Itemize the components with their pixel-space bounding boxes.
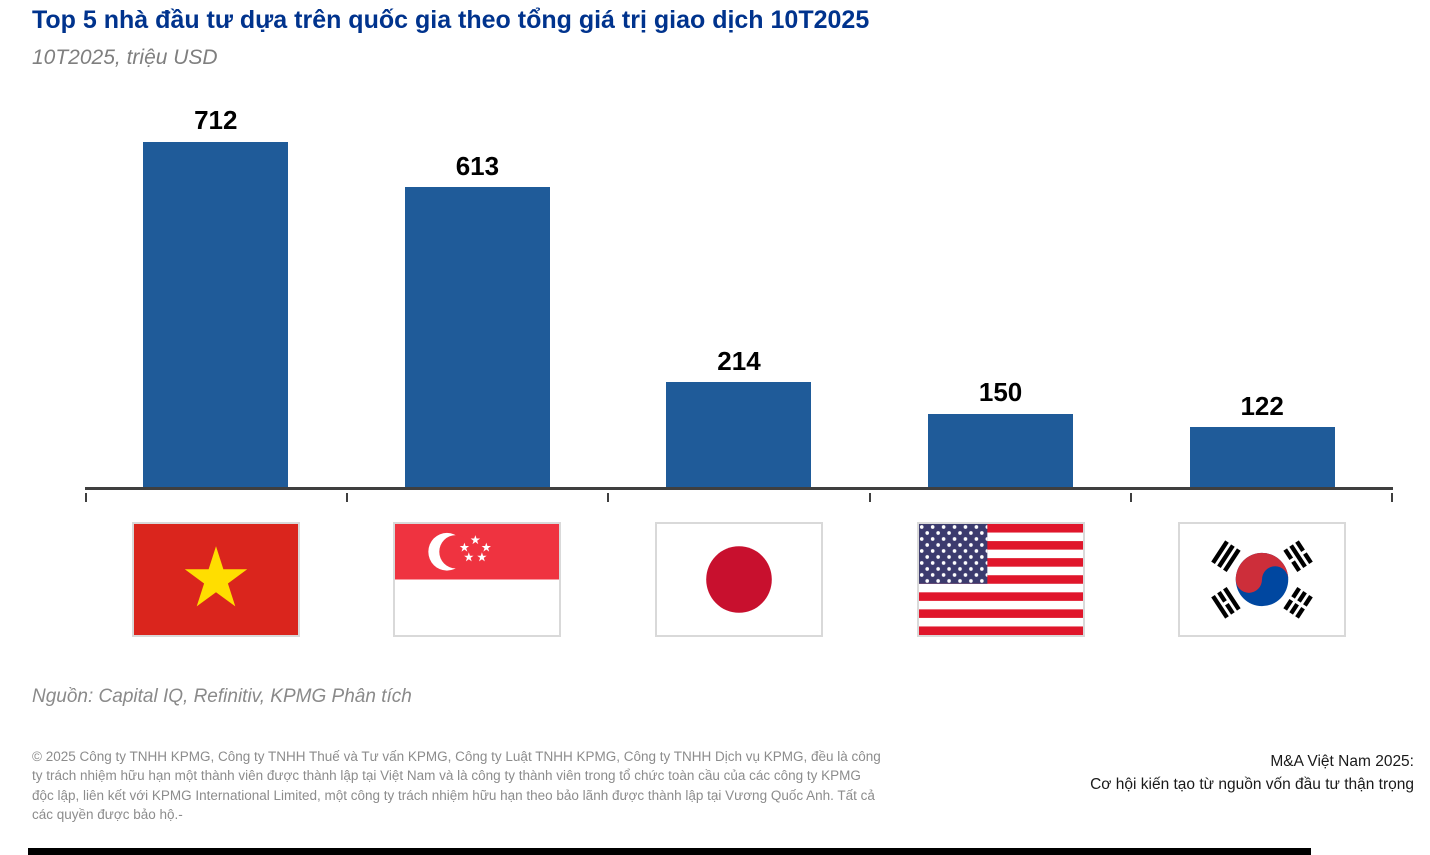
bar-value-label: 613 [455, 150, 500, 181]
axis-tick [85, 493, 87, 502]
bar-japan [666, 382, 812, 487]
bar-usa [928, 413, 1074, 487]
vietnam-flag-icon [131, 522, 300, 637]
bar-south-korea [1189, 427, 1335, 487]
bar-singapore [404, 187, 550, 487]
south-korea-flag-icon [1178, 522, 1347, 637]
bottom-edge-bar [28, 848, 1311, 855]
bar-value-label: 214 [717, 345, 761, 376]
axis-tick [1130, 493, 1133, 502]
report-title-line1: M&A Việt Nam 2025: [1270, 753, 1414, 770]
axis-tick [345, 493, 348, 502]
axis-tick [1391, 493, 1393, 502]
bar-chart-plot-area: 712 613 214 150 122 [85, 106, 1393, 490]
report-title-line2: Cơ hội kiến tạo từ nguồn vốn đầu tư thận… [1090, 776, 1414, 794]
bar-value-label: 150 [978, 377, 1023, 408]
category-singapore [347, 522, 609, 638]
chart-title: Top 5 nhà đầu tư dựa trên quốc gia theo … [32, 6, 870, 34]
japan-flag-icon [654, 522, 823, 637]
usa-flag-icon [916, 522, 1085, 637]
category-flags-row [85, 522, 1393, 638]
bar-group-japan: 214 [608, 106, 870, 487]
bar-vietnam [143, 141, 289, 487]
category-south-korea [1131, 522, 1393, 638]
bar-group-singapore: 613 [347, 106, 609, 487]
copyright-text: © 2025 Công ty TNHH KPMG, Công ty TNHH T… [32, 749, 881, 822]
category-vietnam [85, 522, 347, 638]
bar-group-vietnam: 712 [85, 106, 347, 487]
axis-tick [607, 493, 610, 502]
bar-group-south-korea: 122 [1131, 106, 1393, 487]
chart-subtitle: 10T2025, triệu USD [32, 46, 218, 69]
source-note: Nguồn: Capital IQ, Refinitiv, KPMG Phân … [32, 686, 412, 707]
singapore-flag-icon [393, 522, 562, 637]
bar-value-label: 122 [1240, 390, 1284, 421]
category-usa [870, 522, 1132, 638]
report-title: M&A Việt Nam 2025: Cơ hội kiến tạo từ ng… [934, 750, 1414, 797]
axis-tick [868, 493, 871, 502]
bar-value-label: 712 [194, 105, 238, 135]
category-japan [608, 522, 870, 638]
bar-group-usa: 150 [870, 106, 1132, 487]
x-axis-ticks [85, 493, 1393, 503]
